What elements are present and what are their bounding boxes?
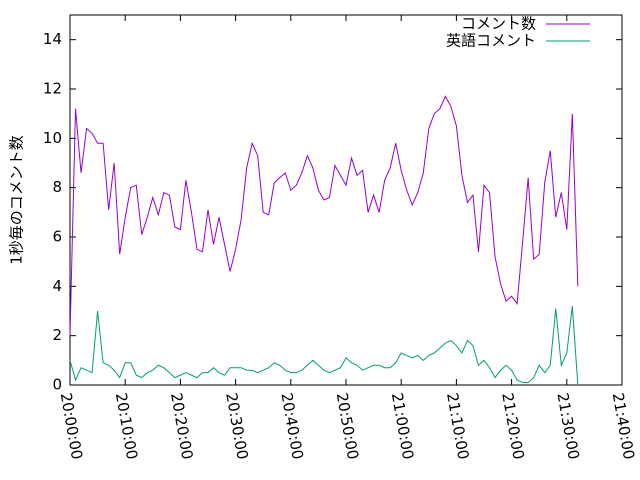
- x-tick-label: 21:00:00: [388, 391, 417, 460]
- y-axis-label: 1秒毎のコメント数: [8, 135, 26, 265]
- x-tick-label: 20:00:00: [57, 391, 86, 460]
- y-tick-label: 2: [52, 326, 62, 344]
- data-line: [69, 95, 579, 336]
- y-tick-label: 0: [52, 376, 62, 394]
- data-line: [69, 306, 579, 386]
- x-tick-label: 20:40:00: [277, 391, 306, 460]
- y-tick-label: 6: [52, 228, 62, 246]
- x-tick-label: 21:40:00: [609, 391, 638, 460]
- y-tick-label: 8: [52, 178, 62, 196]
- y-tick-label: 12: [43, 80, 62, 98]
- y-tick-label: 14: [43, 30, 62, 48]
- y-tick-label: 4: [52, 277, 62, 295]
- plot-frame: [69, 14, 623, 386]
- legend-label: コメント数: [461, 15, 536, 33]
- y-tick-label: 10: [43, 129, 62, 147]
- x-tick-label: 20:50:00: [333, 391, 362, 460]
- x-tick-label: 20:30:00: [222, 391, 251, 460]
- x-tick-label: 21:10:00: [443, 391, 472, 460]
- x-tick-label: 21:30:00: [553, 391, 582, 460]
- x-tick-label: 21:20:00: [498, 391, 527, 460]
- x-tick-label: 20:20:00: [167, 391, 196, 460]
- x-tick-label: 20:10:00: [112, 391, 141, 460]
- legend-label: 英語コメント: [446, 32, 536, 50]
